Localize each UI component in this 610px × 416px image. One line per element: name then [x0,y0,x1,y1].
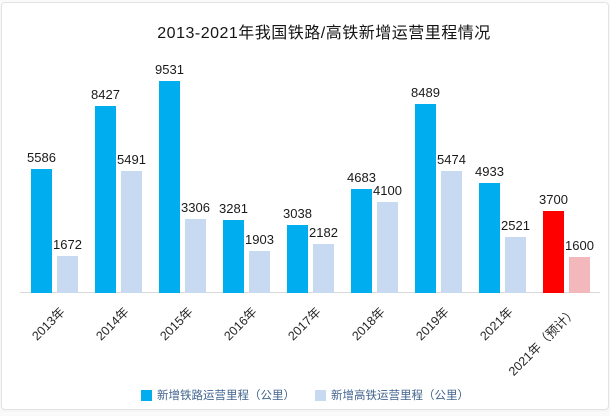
bar [31,169,52,293]
legend-swatch [315,389,326,401]
bar [95,106,116,293]
legend-swatch [141,389,152,401]
legend-item: 新增铁路运营里程（公里） [141,387,295,403]
bar [377,202,398,293]
bar-value-label: 5586 [27,150,56,165]
bar [569,257,590,293]
plot-area: 5586 1672 8427 5491 9531 3306 3281 1903 3038 2182… [2,3,608,409]
bar [479,183,500,293]
bar [57,256,78,293]
chart-card: 2013-2021年我国铁路/高铁新增运营里程情况 5586 1672 8427 54… [1,2,609,410]
bar [287,225,308,293]
bar-value-label: 1903 [245,232,274,247]
bar [505,237,526,293]
legend-label: 新增铁路运营里程（公里） [157,390,295,402]
bar-value-label: 8489 [411,85,440,100]
bar-value-label: 3281 [219,201,248,216]
bar-value-label: 9531 [155,62,184,77]
bar-value-label: 2182 [309,225,338,240]
bar [543,211,564,293]
bar [313,244,334,293]
bar-value-label: 5491 [117,152,146,167]
bar-value-label: 8427 [91,87,120,102]
legend-item: 新增高铁运营里程（公里） [315,387,469,403]
bar-value-label: 4933 [475,164,504,179]
legend-label: 新增高铁运营里程（公里） [331,390,469,402]
bar [185,219,206,293]
chart-title: 2013-2021年我国铁路/高铁新增运营里程情况 [157,25,491,42]
bar-value-label: 4683 [347,170,376,185]
bar-value-label: 3700 [539,192,568,207]
bar [415,104,436,293]
bar-value-label: 1600 [565,238,594,253]
bar [441,171,462,293]
bar [159,81,180,293]
bar-value-label: 3038 [283,206,312,221]
bar-value-label: 2521 [501,218,530,233]
bar [249,251,270,293]
x-axis-line [20,292,600,293]
bar-value-label: 3306 [181,200,210,215]
bar-value-label: 1672 [53,237,82,252]
bar [121,171,142,293]
bar [351,189,372,293]
bar-value-label: 5474 [437,152,466,167]
bar [223,220,244,293]
legend: 新增铁路运营里程（公里） 新增高铁运营里程（公里） [2,387,608,403]
bar-value-label: 4100 [373,183,402,198]
